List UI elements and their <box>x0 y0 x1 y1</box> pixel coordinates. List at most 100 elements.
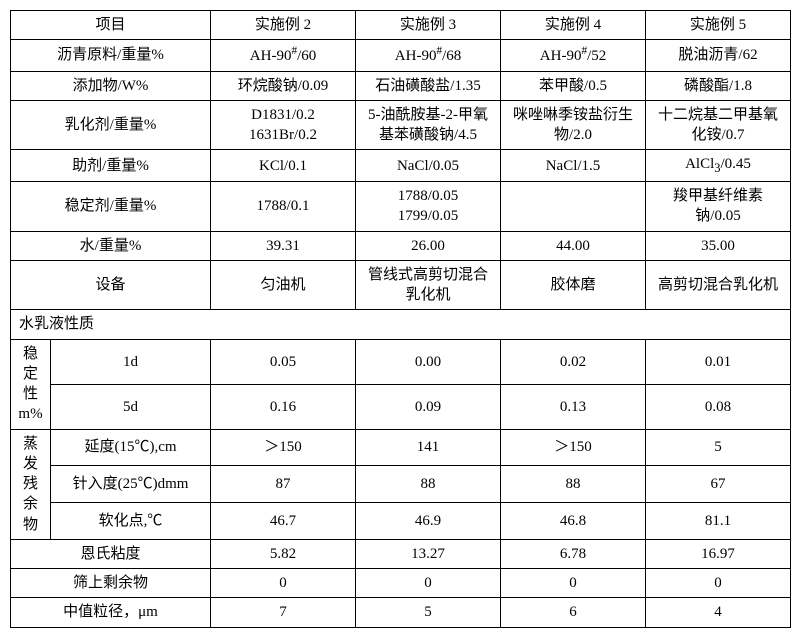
cell: 0.09 <box>356 384 501 429</box>
cell: 磷酸酯/1.8 <box>646 71 791 100</box>
cell: 1788/0.1 <box>211 182 356 232</box>
cell: NaCl/0.05 <box>356 150 501 182</box>
cell: 苯甲酸/0.5 <box>501 71 646 100</box>
header-ex2: 实施例 2 <box>211 11 356 40</box>
cell: 0 <box>501 569 646 598</box>
row-label: 设备 <box>11 260 211 310</box>
table-row: 5d 0.16 0.09 0.13 0.08 <box>11 384 791 429</box>
cell: AH-90#/68 <box>356 40 501 71</box>
cell: 46.9 <box>356 503 501 540</box>
cell: 1788/0.051799/0.05 <box>356 182 501 232</box>
cell: 141 <box>356 429 501 466</box>
cell: 7 <box>211 598 356 627</box>
cell: 5-油酰胺基-2-甲氧基苯磺酸钠/4.5 <box>356 100 501 150</box>
table-row: 添加物/W% 环烷酸钠/0.09 石油磺酸盐/1.35 苯甲酸/0.5 磷酸酯/… <box>11 71 791 100</box>
cell: 39.31 <box>211 231 356 260</box>
cell: 0.05 <box>211 339 356 384</box>
header-ex5: 实施例 5 <box>646 11 791 40</box>
table-row: 乳化剂/重量% D1831/0.21631Br/0.2 5-油酰胺基-2-甲氧基… <box>11 100 791 150</box>
cell: 26.00 <box>356 231 501 260</box>
table-row: 设备 匀油机 管线式高剪切混合乳化机 胶体磨 高剪切混合乳化机 <box>11 260 791 310</box>
cell: 羧甲基纤维素钠/0.05 <box>646 182 791 232</box>
cell: 16.97 <box>646 539 791 568</box>
cell: 4 <box>646 598 791 627</box>
table-header-row: 项目 实施例 2 实施例 3 实施例 4 实施例 5 <box>11 11 791 40</box>
cell: ＞150 <box>501 429 646 466</box>
residue-label: 蒸发残余物 <box>11 429 51 539</box>
cell: 46.8 <box>501 503 646 540</box>
cell: 0.01 <box>646 339 791 384</box>
cell: 44.00 <box>501 231 646 260</box>
row-label: 筛上剩余物 <box>11 569 211 598</box>
table-row: 水/重量% 39.31 26.00 44.00 35.00 <box>11 231 791 260</box>
stability-label: 稳定性m% <box>11 339 51 429</box>
table-row: 蒸发残余物 延度(15℃),cm ＞150 141 ＞150 5 <box>11 429 791 466</box>
cell: 脱油沥青/62 <box>646 40 791 71</box>
header-item: 项目 <box>11 11 211 40</box>
cell: 匀油机 <box>211 260 356 310</box>
row-label: 助剂/重量% <box>11 150 211 182</box>
cell: 十二烷基二甲基氧化铵/0.7 <box>646 100 791 150</box>
row-label: 恩氏粘度 <box>11 539 211 568</box>
cell: 87 <box>211 466 356 503</box>
cell: 35.00 <box>646 231 791 260</box>
section-title: 水乳液性质 <box>11 310 791 339</box>
cell: 46.7 <box>211 503 356 540</box>
table-row: 沥青原料/重量% AH-90#/60 AH-90#/68 AH-90#/52 脱… <box>11 40 791 71</box>
cell: 0 <box>211 569 356 598</box>
cell: 1d <box>51 339 211 384</box>
cell: 6 <box>501 598 646 627</box>
cell: 胶体磨 <box>501 260 646 310</box>
cell: 88 <box>501 466 646 503</box>
row-label: 添加物/W% <box>11 71 211 100</box>
cell: 5d <box>51 384 211 429</box>
cell: 0.13 <box>501 384 646 429</box>
header-ex4: 实施例 4 <box>501 11 646 40</box>
cell: D1831/0.21631Br/0.2 <box>211 100 356 150</box>
cell: 67 <box>646 466 791 503</box>
cell: ＞150 <box>211 429 356 466</box>
table-row: 软化点,℃ 46.7 46.9 46.8 81.1 <box>11 503 791 540</box>
table-row: 针入度(25℃)dmm 87 88 88 67 <box>11 466 791 503</box>
cell: NaCl/1.5 <box>501 150 646 182</box>
cell: 石油磺酸盐/1.35 <box>356 71 501 100</box>
cell: 软化点,℃ <box>51 503 211 540</box>
cell: 81.1 <box>646 503 791 540</box>
table-row: 助剂/重量% KCl/0.1 NaCl/0.05 NaCl/1.5 AlCl3/… <box>11 150 791 182</box>
cell: 延度(15℃),cm <box>51 429 211 466</box>
cell: 6.78 <box>501 539 646 568</box>
cell: 管线式高剪切混合乳化机 <box>356 260 501 310</box>
table-row: 稳定剂/重量% 1788/0.1 1788/0.051799/0.05 羧甲基纤… <box>11 182 791 232</box>
cell: 88 <box>356 466 501 503</box>
row-label: 稳定剂/重量% <box>11 182 211 232</box>
cell: 环烷酸钠/0.09 <box>211 71 356 100</box>
table-row: 稳定性m% 1d 0.05 0.00 0.02 0.01 <box>11 339 791 384</box>
table-row: 筛上剩余物 0 0 0 0 <box>11 569 791 598</box>
row-label: 乳化剂/重量% <box>11 100 211 150</box>
cell: KCl/0.1 <box>211 150 356 182</box>
header-ex3: 实施例 3 <box>356 11 501 40</box>
row-label: 沥青原料/重量% <box>11 40 211 71</box>
row-label: 中值粒径，μm <box>11 598 211 627</box>
cell: 0.08 <box>646 384 791 429</box>
data-table: 项目 实施例 2 实施例 3 实施例 4 实施例 5 沥青原料/重量% AH-9… <box>10 10 791 628</box>
row-label: 水/重量% <box>11 231 211 260</box>
cell: 咪唑啉季铵盐衍生物/2.0 <box>501 100 646 150</box>
cell: 针入度(25℃)dmm <box>51 466 211 503</box>
cell: 高剪切混合乳化机 <box>646 260 791 310</box>
cell: AH-90#/60 <box>211 40 356 71</box>
cell: 13.27 <box>356 539 501 568</box>
cell: 5.82 <box>211 539 356 568</box>
cell: 5 <box>646 429 791 466</box>
section-row: 水乳液性质 <box>11 310 791 339</box>
cell: 0 <box>356 569 501 598</box>
cell: AlCl3/0.45 <box>646 150 791 182</box>
cell: 0.16 <box>211 384 356 429</box>
cell: 0.00 <box>356 339 501 384</box>
cell <box>501 182 646 232</box>
cell: 0.02 <box>501 339 646 384</box>
cell: 0 <box>646 569 791 598</box>
table-row: 中值粒径，μm 7 5 6 4 <box>11 598 791 627</box>
cell: AH-90#/52 <box>501 40 646 71</box>
table-row: 恩氏粘度 5.82 13.27 6.78 16.97 <box>11 539 791 568</box>
